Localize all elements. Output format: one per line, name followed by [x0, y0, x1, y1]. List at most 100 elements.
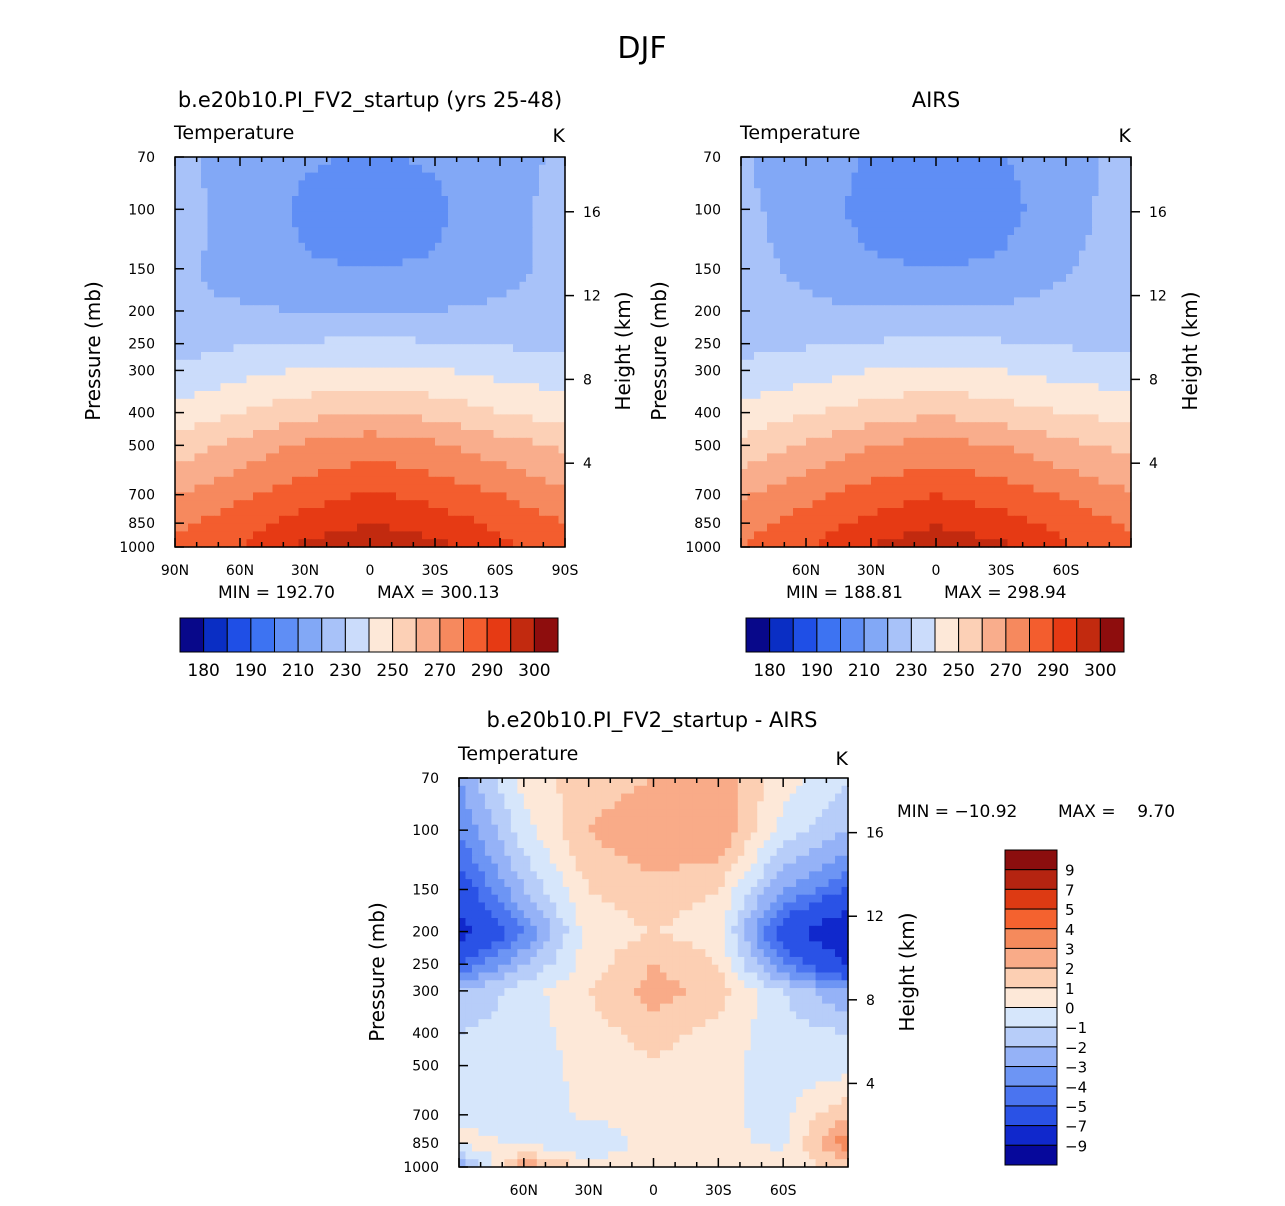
contour-field [741, 157, 1132, 548]
contour-cell [910, 172, 918, 181]
contour-cell [331, 336, 339, 345]
contour-cell [448, 235, 456, 244]
contour-cell [435, 281, 443, 291]
contour-cell [266, 531, 274, 540]
contour-cell [175, 430, 183, 439]
contour-cell [858, 258, 866, 267]
contour-cell [1053, 359, 1061, 369]
contour-cell [1105, 336, 1113, 345]
contour-cell [266, 359, 274, 369]
contour-cell [266, 313, 274, 322]
contour-cell [799, 383, 807, 392]
contour-cell [1066, 367, 1074, 376]
contour-cell [480, 242, 488, 252]
contour-cell [493, 180, 501, 189]
contour-cell [233, 320, 241, 330]
contour-cell [428, 297, 436, 306]
contour-cell [272, 515, 280, 525]
contour-cell [825, 235, 833, 244]
contour-cell [175, 336, 183, 345]
contour-cell [266, 508, 274, 517]
contour-cell [500, 484, 508, 493]
contour-cell [760, 227, 768, 236]
contour-cell [1066, 203, 1074, 213]
contour-cell [188, 266, 196, 275]
contour-cell [767, 203, 775, 213]
contour-cell [806, 235, 814, 244]
contour-cell [461, 344, 469, 353]
contour-cell [415, 219, 423, 228]
contour-cell [741, 281, 749, 291]
contour-cell [1118, 196, 1126, 205]
contour-cell [298, 328, 306, 337]
contour-cell [311, 250, 319, 259]
contour-cell [838, 157, 846, 166]
contour-cell [1027, 227, 1035, 236]
contour-cell [194, 422, 202, 431]
contour-cell [220, 437, 228, 447]
contour-cell [461, 274, 469, 283]
contour-cell [350, 406, 358, 415]
contour-cell [1027, 391, 1035, 400]
contour-cell [1092, 211, 1100, 220]
contour-cell [201, 461, 209, 470]
contour-cell [981, 313, 989, 322]
contour-cell [428, 414, 436, 423]
contour-cell [363, 391, 371, 400]
contour-cell [389, 352, 397, 361]
contour-cell [1085, 274, 1093, 283]
contour-cell [825, 352, 833, 361]
contour-cell [227, 235, 235, 244]
contour-cell [981, 164, 989, 174]
contour-cell [545, 180, 553, 189]
contour-cell [370, 359, 378, 369]
contour-cell [903, 188, 911, 197]
contour-cell [955, 281, 963, 291]
contour-cell [1085, 383, 1093, 392]
contour-cell [545, 344, 553, 353]
contour-cell [1033, 196, 1041, 205]
contour-cell [851, 266, 859, 275]
contour-cell [344, 531, 352, 540]
contour-cell [994, 320, 1002, 330]
contour-cell [194, 196, 202, 205]
contour-cell [760, 188, 768, 197]
contour-cell [461, 235, 469, 244]
contour-cell [871, 235, 879, 244]
contour-cell [324, 445, 332, 454]
contour-cell [812, 274, 820, 283]
y-right-tick-label: 12 [583, 289, 601, 305]
contour-cell [1014, 352, 1022, 361]
contour-cell [1027, 164, 1035, 174]
contour-cell [194, 180, 202, 189]
contour-cell [923, 336, 931, 345]
contour-cell [923, 242, 931, 252]
contour-cell [305, 414, 313, 423]
contour-cell [285, 367, 293, 376]
contour-cell [448, 164, 456, 174]
contour-cell [181, 320, 189, 330]
contour-cell [402, 515, 410, 525]
contour-cell [741, 180, 749, 189]
contour-cell [331, 508, 339, 517]
contour-cell [357, 320, 365, 330]
contour-cell [233, 336, 241, 345]
contour-cell [344, 289, 352, 298]
contour-cell [988, 313, 996, 322]
contour-cell [864, 352, 872, 361]
contour-cell [370, 531, 378, 540]
contour-cell [819, 398, 827, 408]
contour-cell [780, 164, 788, 174]
contour-cell [962, 235, 970, 244]
contour-cell [448, 476, 456, 486]
contour-cell [897, 313, 905, 322]
contour-cell [383, 242, 391, 252]
colorbar-label: 270 [424, 661, 456, 681]
contour-cell [324, 281, 332, 291]
contour-cell [272, 336, 280, 345]
contour-cell [266, 274, 274, 283]
contour-cell [389, 305, 397, 314]
contour-cell [253, 157, 261, 166]
contour-cell [318, 352, 326, 361]
contour-cell [259, 469, 267, 478]
